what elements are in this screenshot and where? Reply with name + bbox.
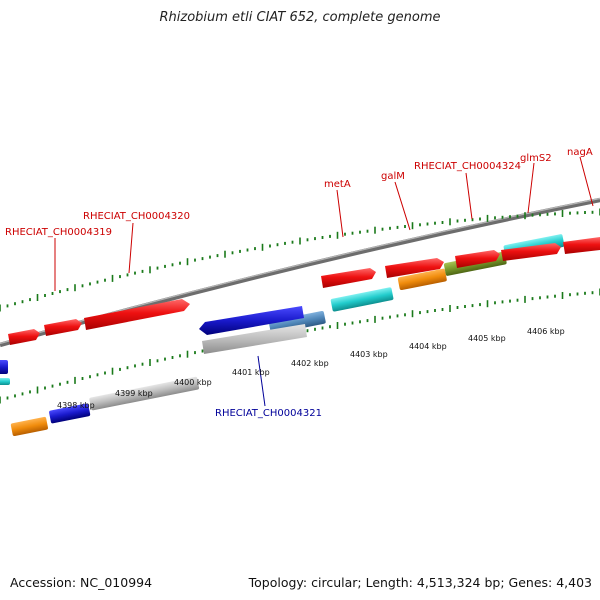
cds-arrow[interactable] bbox=[44, 319, 82, 336]
scale-label-4399: 4399 kbp bbox=[115, 389, 153, 398]
genome-backbone bbox=[0, 197, 600, 348]
gene-cyan-galm[interactable] bbox=[330, 287, 394, 312]
cds-arrow[interactable] bbox=[501, 243, 561, 261]
gene-gray-lower[interactable] bbox=[202, 324, 307, 354]
gene-label-meta[interactable]: metA bbox=[324, 179, 351, 190]
gene-label-4320[interactable]: RHECIAT_CH0004320 bbox=[83, 211, 190, 222]
scale-label-4402: 4402 kbp bbox=[291, 359, 329, 368]
accession-text: Accession: NC_010994 bbox=[10, 575, 153, 590]
gene-label-galm[interactable]: galM bbox=[381, 171, 405, 182]
forward-tick-track bbox=[0, 208, 600, 312]
gene-label-naga[interactable]: nagA bbox=[567, 147, 593, 158]
gene-label-glms2[interactable]: glmS2 bbox=[520, 153, 552, 164]
gene-blue-edge[interactable] bbox=[0, 360, 8, 374]
scale-tick-track bbox=[0, 288, 600, 404]
cds-arrow[interactable] bbox=[563, 237, 600, 254]
cds-arrow[interactable] bbox=[84, 299, 190, 330]
gene-gray-a[interactable] bbox=[89, 376, 200, 411]
map-title: Rhizobium etli CIAT 652, complete genome bbox=[159, 10, 441, 25]
gene-label-4319[interactable]: RHECIAT_CH0004319 bbox=[5, 227, 112, 238]
gene-orange-a[interactable] bbox=[10, 416, 48, 437]
gene-label-4324[interactable]: RHECIAT_CH0004324 bbox=[414, 161, 521, 172]
scale-label-4400: 4400 kbp bbox=[174, 378, 212, 387]
scale-label-4405: 4405 kbp bbox=[468, 334, 506, 343]
genome-summary-text: Topology: circular; Length: 4,513,324 bp… bbox=[248, 575, 592, 590]
cds-arrow[interactable] bbox=[8, 329, 40, 345]
cds-arrow[interactable] bbox=[385, 258, 444, 278]
gene-blue-4321[interactable] bbox=[199, 306, 304, 335]
gene-track-lower bbox=[0, 306, 307, 385]
scale-label-4398: 4398 kbp bbox=[57, 401, 95, 410]
gene-cyan-edge[interactable] bbox=[0, 378, 10, 385]
scale-label-4406: 4406 kbp bbox=[527, 327, 565, 336]
cds-arrow[interactable] bbox=[455, 250, 500, 268]
label-leaders bbox=[54, 156, 594, 407]
cds-track bbox=[8, 237, 600, 345]
scale-label-4403: 4403 kbp bbox=[350, 350, 388, 359]
scale-label-4401: 4401 kbp bbox=[232, 368, 270, 377]
cds-arrow[interactable] bbox=[321, 268, 376, 288]
scale-label-4404: 4404 kbp bbox=[409, 342, 447, 351]
gene-orange-4324[interactable] bbox=[397, 268, 448, 291]
gene-label-4321[interactable]: RHECIAT_CH0004321 bbox=[215, 408, 322, 419]
gene-blue-a[interactable] bbox=[49, 403, 91, 424]
